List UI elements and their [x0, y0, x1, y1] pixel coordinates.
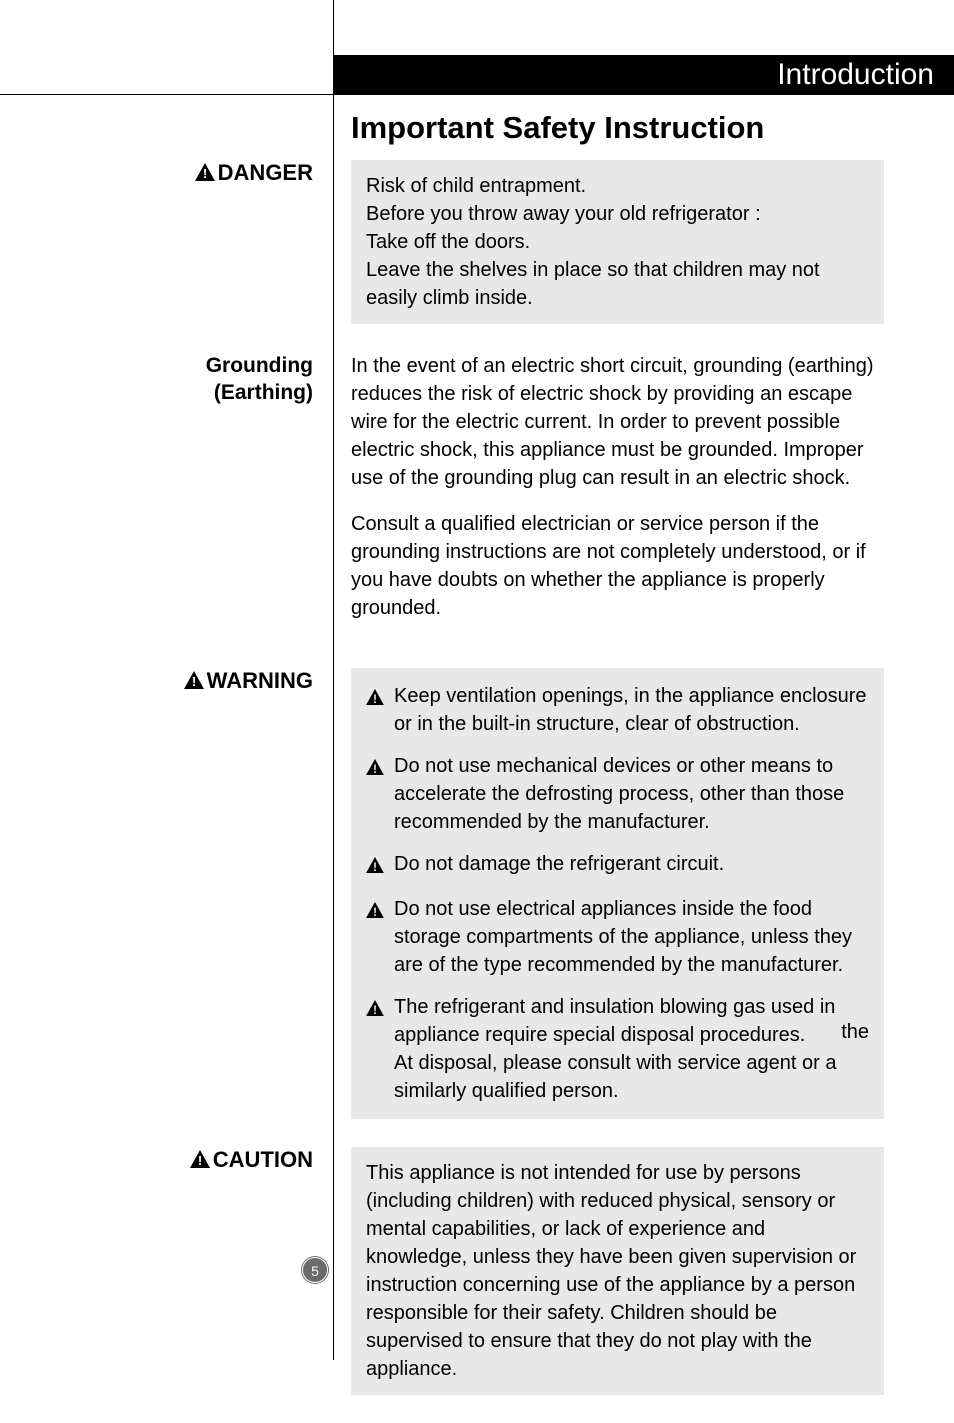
warning-triangle-icon: ! — [184, 669, 204, 695]
svg-text:!: ! — [373, 1005, 377, 1016]
danger-text: Risk of child entrapment. Before you thr… — [351, 160, 884, 324]
warning-triangle-icon: ! — [366, 996, 384, 1024]
svg-text:!: ! — [373, 694, 377, 705]
warning-item: ! Do not use electrical appliances insid… — [366, 895, 869, 979]
grounding-label-line2: (Earthing) — [0, 379, 313, 406]
grounding-section: Grounding (Earthing) In the event of an … — [0, 352, 954, 640]
caution-label-text: CAUTION — [213, 1147, 313, 1172]
warning-item-text: Do not damage the refrigerant circuit. — [394, 850, 869, 878]
svg-text:!: ! — [373, 764, 377, 775]
header-spacer — [0, 55, 333, 95]
caution-label: ! CAUTION — [0, 1147, 333, 1395]
warning-item5-part1: The refrigerant and insulation blowing g… — [394, 996, 835, 1018]
page-title: Important Safety Instruction — [351, 110, 884, 146]
danger-label: ! DANGER — [0, 160, 333, 324]
warning-triangle-icon: ! — [366, 898, 384, 926]
warning-list: ! Keep ventilation openings, in the appl… — [351, 668, 884, 1119]
content-sections: ! DANGER Risk of child entrapment. Befor… — [0, 160, 954, 1423]
warning-triangle-icon: ! — [366, 755, 384, 783]
warning-item5-part2: appliance require special disposal proce… — [394, 1021, 869, 1105]
grounding-para1: In the event of an electric short circui… — [351, 352, 884, 492]
warning-label-text: WARNING — [207, 668, 313, 693]
svg-text:!: ! — [202, 166, 206, 181]
warning-item: ! Do not damage the refrigerant circuit. — [366, 850, 869, 881]
warning-item: ! the The refrigerant and insulation blo… — [366, 993, 869, 1105]
document-page: Introduction Important Safety Instructio… — [0, 0, 954, 1360]
warning-item-text: Do not use electrical appliances inside … — [394, 895, 869, 979]
header-bar: Introduction — [0, 55, 954, 95]
warning-triangle-icon: ! — [366, 685, 384, 713]
warning-item: ! Do not use mechanical devices or other… — [366, 752, 869, 836]
warning-section: ! WARNING ! Keep ventilation openings, i… — [0, 668, 954, 1119]
warning-label: ! WARNING — [0, 668, 333, 1119]
warning-triangle-icon: ! — [190, 1148, 210, 1174]
grounding-label-line1: Grounding — [0, 352, 313, 379]
svg-text:!: ! — [373, 862, 377, 873]
section-header: Introduction — [333, 55, 954, 95]
warning-triangle-icon: ! — [366, 853, 384, 881]
warning-item-text: the The refrigerant and insulation blowi… — [394, 993, 869, 1105]
page-number: 5 — [302, 1257, 328, 1283]
grounding-label: Grounding (Earthing) — [0, 352, 333, 640]
svg-text:!: ! — [198, 1153, 202, 1168]
warning-item-text: Do not use mechanical devices or other m… — [394, 752, 869, 836]
warning-item: ! Keep ventilation openings, in the appl… — [366, 682, 869, 738]
caution-section: ! CAUTION This appliance is not intended… — [0, 1147, 954, 1395]
svg-text:!: ! — [192, 674, 196, 689]
danger-label-text: DANGER — [218, 160, 313, 185]
grounding-para2: Consult a qualified electrician or servi… — [351, 510, 884, 622]
floating-the: the — [841, 1018, 869, 1046]
danger-section: ! DANGER Risk of child entrapment. Befor… — [0, 160, 954, 324]
warning-item-text: Keep ventilation openings, in the applia… — [394, 682, 869, 738]
warning-triangle-icon: ! — [195, 161, 215, 187]
svg-text:!: ! — [373, 907, 377, 918]
caution-text: This appliance is not intended for use b… — [351, 1147, 884, 1395]
